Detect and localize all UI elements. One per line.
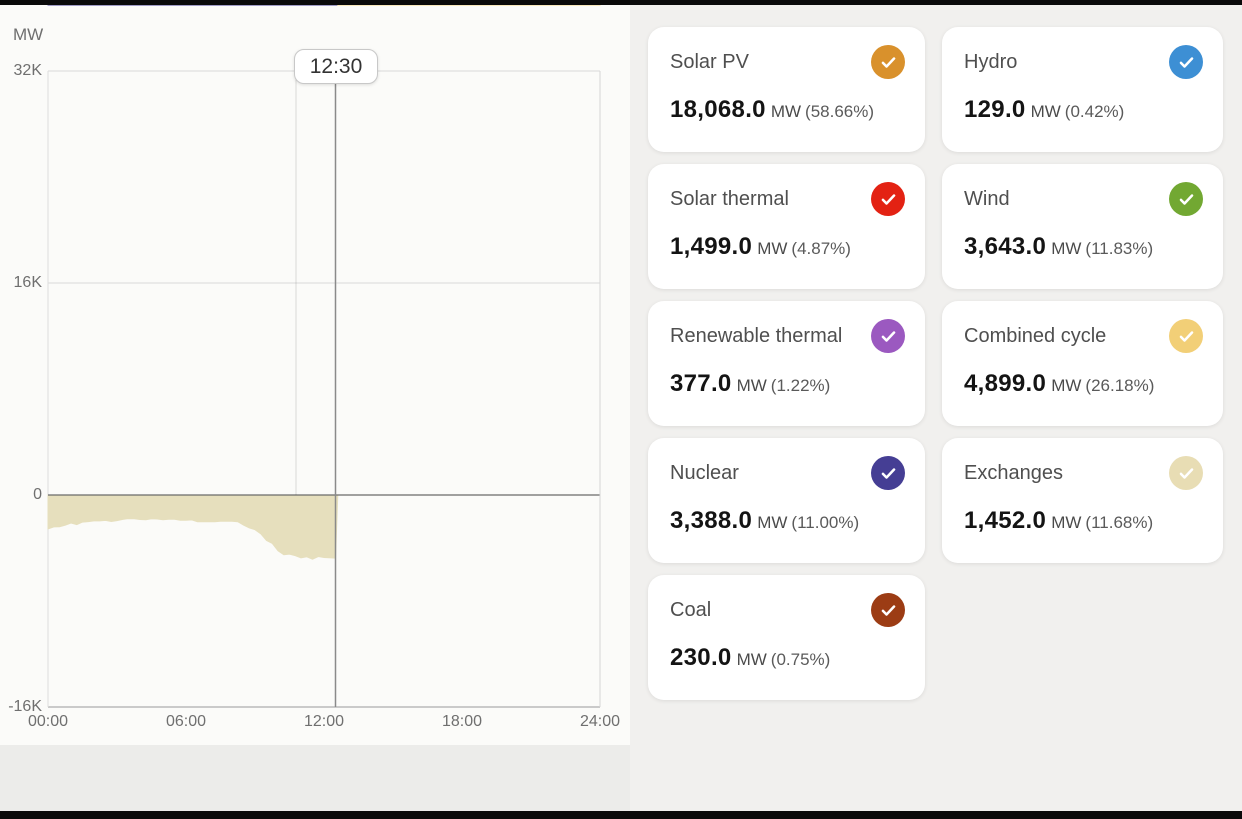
technology-value: 3,388.0 MW (11.00%) (670, 507, 860, 534)
technology-name: Solar thermal (670, 187, 789, 210)
technology-card-nuclear[interactable]: Nuclear 3,388.0 MW (11.00%) (648, 438, 925, 563)
technology-card-hydro[interactable]: Hydro 129.0 MW (0.42%) (942, 27, 1223, 152)
technology-value: 3,643.0 MW (11.83%) (964, 233, 1154, 260)
x-tick-label: 00:00 (27, 713, 69, 730)
generation-stacked-area-chart[interactable] (0, 5, 630, 745)
technology-name: Solar PV (670, 50, 749, 73)
checked-toggle-icon[interactable] (871, 593, 905, 627)
technology-value: 1,452.0 MW (11.68%) (964, 507, 1154, 534)
technology-name: Exchanges (964, 461, 1063, 484)
generation-chart-panel[interactable]: MW 32K 16K 0 -16K 00:00 06:00 12:00 18:00 24:00 … (0, 5, 630, 745)
x-tick-label: 24:00 (579, 713, 621, 730)
technology-name: Hydro (964, 50, 1018, 73)
checked-toggle-icon[interactable] (1169, 45, 1203, 79)
technology-name: Renewable thermal (670, 324, 843, 347)
y-tick-label: 0 (33, 486, 42, 503)
technology-name: Wind (964, 187, 1010, 210)
x-tick-label: 06:00 (165, 713, 207, 730)
checked-toggle-icon[interactable] (1169, 456, 1203, 490)
technology-name: Coal (670, 598, 712, 621)
y-tick-label: 32K (13, 62, 42, 79)
technology-value: 4,899.0 MW (26.18%) (964, 370, 1155, 397)
checked-toggle-icon[interactable] (1169, 182, 1203, 216)
time-cursor-tooltip: 12:30 (294, 49, 378, 84)
y-axis-unit-label: MW (13, 25, 44, 44)
technology-card-solar-pv[interactable]: Solar PV 18,068.0 MW (58.66%) (648, 27, 925, 152)
y-tick-label: -16K (8, 698, 42, 715)
bottom-black-bar (0, 811, 1242, 819)
technology-card-renewable-thermal[interactable]: Renewable thermal 377.0 MW (1.22%) (648, 301, 925, 426)
technology-name: Combined cycle (964, 324, 1107, 347)
checked-toggle-icon[interactable] (1169, 319, 1203, 353)
technology-value: 1,499.0 MW (4.87%) (670, 233, 851, 260)
technology-card-wind[interactable]: Wind 3,643.0 MW (11.83%) (942, 164, 1223, 289)
checked-toggle-icon[interactable] (871, 45, 905, 79)
technology-card-coal[interactable]: Coal 230.0 MW (0.75%) (648, 575, 925, 700)
checked-toggle-icon[interactable] (871, 182, 905, 216)
area-layer (47, 494, 600, 560)
technology-cards-panel: Solar PV 18,068.0 MW (58.66%) Solar therma… (630, 5, 1242, 811)
technology-value: 377.0 MW (1.22%) (670, 370, 831, 397)
technology-name: Nuclear (670, 461, 739, 484)
footer-bar: 28, Apr 2025 12:30 (0, 745, 630, 811)
technology-value: 230.0 MW (0.75%) (670, 644, 831, 671)
technology-value: 18,068.0 MW (58.66%) (670, 96, 875, 123)
checked-toggle-icon[interactable] (871, 319, 905, 353)
top-black-bar (0, 0, 1242, 5)
technology-card-solar-thermal[interactable]: Solar thermal 1,499.0 MW (4.87%) (648, 164, 925, 289)
y-tick-label: 16K (13, 274, 42, 291)
x-tick-label: 12:00 (303, 713, 345, 730)
x-tick-label: 18:00 (441, 713, 483, 730)
checked-toggle-icon[interactable] (871, 456, 905, 490)
technology-card-combined-cycle[interactable]: Combined cycle 4,899.0 MW (26.18%) (942, 301, 1223, 426)
technology-value: 129.0 MW (0.42%) (964, 96, 1125, 123)
technology-card-exchanges[interactable]: Exchanges 1,452.0 MW (11.68%) (942, 438, 1223, 563)
